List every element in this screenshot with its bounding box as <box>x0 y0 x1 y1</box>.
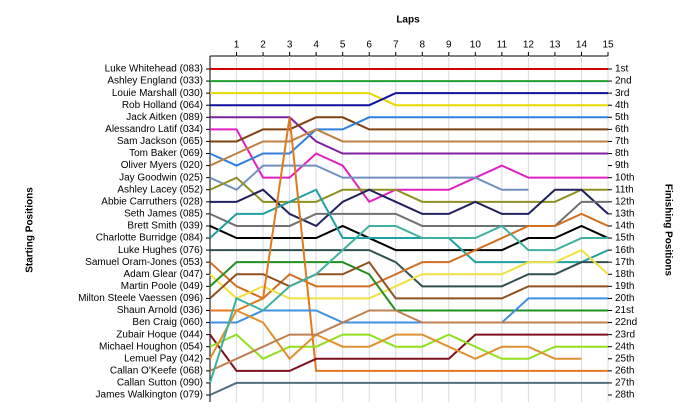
finishing-label: 1st <box>615 64 629 75</box>
series-label: Charlotte Burridge (084) <box>96 233 203 244</box>
series-label: Jay Goodwin (025) <box>119 172 203 183</box>
series-label: Oliver Myers (020) <box>121 160 203 171</box>
finishing-label: 5th <box>615 112 629 123</box>
series-label: Zubair Hoque (044) <box>116 329 203 340</box>
finishing-label: 24th <box>615 341 634 352</box>
x-tick-label: 1 <box>234 40 240 51</box>
finishing-label: 10th <box>615 172 634 183</box>
series-line <box>210 92 608 107</box>
series-line <box>209 309 582 361</box>
y2-axis-title: Finishing Positions <box>662 184 673 277</box>
y-axis-title: Starting Positions <box>25 187 36 273</box>
series-line <box>209 260 608 300</box>
x-axis-title: Laps <box>396 15 420 26</box>
x-tick-label: 12 <box>523 40 535 51</box>
series-label: Ben Craig (060) <box>132 317 203 328</box>
series-label: Ashley Lacey (052) <box>117 184 203 195</box>
series-line <box>210 117 608 372</box>
x-tick-label: 2 <box>260 40 266 51</box>
series-line <box>209 128 608 167</box>
series-line <box>209 212 609 300</box>
series-label: Adam Glear (047) <box>124 269 203 280</box>
series-line <box>209 309 608 372</box>
finishing-label: 18th <box>615 269 634 280</box>
series-label: Samuel Oram-Jones (053) <box>85 257 203 268</box>
finishing-label: 14th <box>615 221 634 232</box>
series-line <box>210 116 608 155</box>
series-label: Martin Poole (049) <box>121 281 203 292</box>
x-tick-label: 15 <box>602 40 614 51</box>
series-label: Rob Holland (064) <box>122 100 203 111</box>
finishing-label: 6th <box>615 124 629 135</box>
finishing-label: 2nd <box>615 76 632 87</box>
finishing-label: 12th <box>615 196 634 207</box>
finishing-label: 15th <box>615 233 634 244</box>
x-tick-label: 14 <box>576 40 588 51</box>
finishing-label: 11th <box>615 184 634 195</box>
series-label: Tom Baker (069) <box>129 148 203 159</box>
series-line <box>209 248 609 300</box>
series-line <box>209 381 608 396</box>
finishing-label: 17th <box>615 257 634 268</box>
finishing-label: 23rd <box>615 329 635 340</box>
finishing-label: 21st <box>615 305 634 316</box>
series-label: Luke Whitehead (083) <box>105 64 203 75</box>
x-tick-label: 9 <box>446 40 452 51</box>
series-line <box>210 128 608 204</box>
series-line <box>210 297 608 324</box>
series-label: Callan Sutton (090) <box>117 378 203 389</box>
series-label: James Walkington (079) <box>96 390 203 401</box>
finishing-label: 13th <box>615 209 634 220</box>
series-line <box>210 116 608 143</box>
finishing-label: 9th <box>615 160 629 171</box>
x-tick-label: 11 <box>497 40 508 51</box>
series-line <box>209 116 608 167</box>
series-label: Brett Smith (039) <box>127 221 203 232</box>
x-tick-label: 10 <box>470 40 482 51</box>
finishing-label: 26th <box>615 365 634 376</box>
x-tick-label: 7 <box>393 40 399 51</box>
finishing-label: 3rd <box>615 88 629 99</box>
series-line <box>209 333 608 372</box>
finishing-label: 8th <box>615 148 629 159</box>
finishing-label: 25th <box>615 353 634 364</box>
x-tick-label: 5 <box>340 40 346 51</box>
series-label: Louie Marshall (030) <box>112 88 203 99</box>
series-label: Luke Hughes (076) <box>118 245 203 256</box>
series-label: Milton Steele Vaessen (096) <box>78 293 203 304</box>
x-tick-label: 8 <box>419 40 425 51</box>
x-tick-label: 6 <box>366 40 372 51</box>
x-tick-label: 4 <box>313 40 319 51</box>
series-label: Ashley England (033) <box>107 76 203 87</box>
series-line <box>209 224 608 384</box>
series-line <box>209 164 529 191</box>
finishing-label: 27th <box>615 378 634 389</box>
x-tick-label: 13 <box>549 40 561 51</box>
finishing-label: 16th <box>615 245 634 256</box>
series-label: Alessandro Latif (034) <box>105 124 203 135</box>
series-line <box>209 224 609 252</box>
series-line <box>210 92 608 107</box>
finishing-label: 4th <box>615 100 629 111</box>
series-line <box>210 249 608 288</box>
series-label: Jack Aitken (089) <box>126 112 203 123</box>
series-label: Shaun Arnold (036) <box>117 305 203 316</box>
series-label: Sam Jackson (065) <box>117 136 203 147</box>
series-label: Seth James (085) <box>124 209 203 220</box>
finishing-label: 7th <box>615 136 629 147</box>
series-label: Callan O'Keefe (068) <box>110 365 203 376</box>
x-tick-label: 3 <box>287 40 293 51</box>
finishing-label: 19th <box>615 281 634 292</box>
series-label: Abbie Carruthers (028) <box>101 196 203 207</box>
series-label: Michael Houghon (054) <box>99 341 203 352</box>
finishing-label: 22nd <box>615 317 637 328</box>
series-line <box>209 261 608 312</box>
series-label: Lemuel Pay (042) <box>124 353 203 364</box>
finishing-label: 28th <box>615 390 634 401</box>
finishing-label: 20th <box>615 293 634 304</box>
